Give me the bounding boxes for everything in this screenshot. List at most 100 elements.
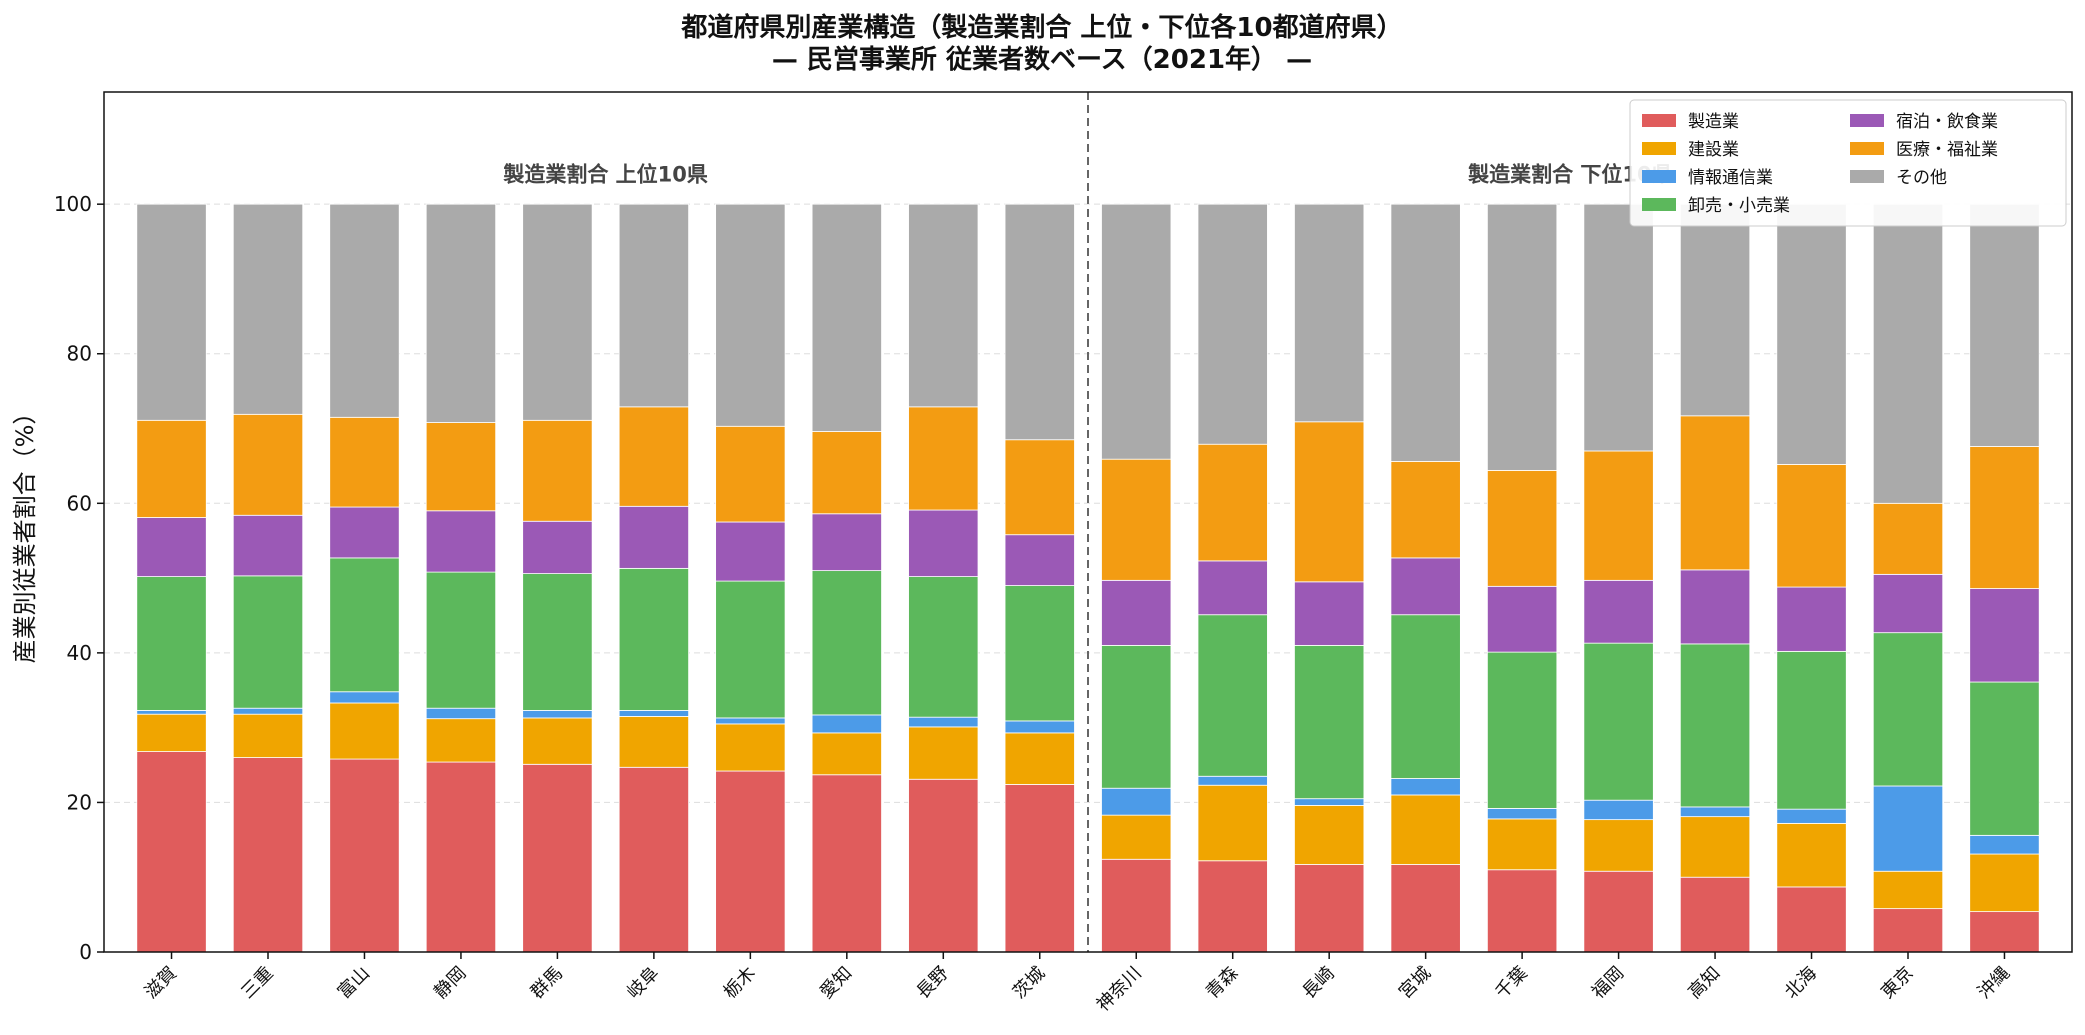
- x-tick-label: 岐阜: [623, 963, 663, 1003]
- bar-segment: [232, 203, 304, 415]
- bar-segment: [1872, 632, 1944, 787]
- bar-segment: [1390, 794, 1461, 865]
- bar-segment: [1294, 644, 1365, 800]
- x-tick-label: 福岡: [1588, 963, 1628, 1003]
- bar-segment: [1872, 203, 1944, 504]
- bar-segment: [715, 770, 786, 953]
- bar-segment: [136, 751, 207, 953]
- x-tick-label: 茨城: [1009, 963, 1049, 1003]
- bar-segment: [1969, 203, 2040, 447]
- legend-swatch: [1642, 142, 1676, 155]
- bar-segment: [425, 571, 497, 709]
- bar-segment: [522, 763, 593, 953]
- bar-segment: [1776, 464, 1847, 588]
- bar-segment: [1969, 588, 2040, 683]
- bar-segment: [232, 413, 304, 516]
- bar-segment: [1776, 586, 1847, 652]
- bar-segment: [329, 702, 400, 760]
- bar-segment: [1486, 808, 1558, 820]
- bar-segment: [1004, 534, 1075, 586]
- group-annotation-top: 製造業割合 上位10県: [502, 163, 708, 187]
- x-tick-label: 栃木: [720, 963, 760, 1003]
- bar-segment: [1486, 818, 1558, 871]
- bar-segment: [425, 761, 497, 953]
- bar-segment: [522, 573, 593, 711]
- bar-segment: [1679, 203, 1751, 417]
- bar-segment: [1486, 469, 1558, 587]
- x-tick-label: 宮城: [1395, 963, 1435, 1003]
- bar-segment: [1294, 798, 1365, 806]
- bar-segment: [1390, 614, 1461, 779]
- bar-segment: [1679, 876, 1751, 953]
- bar-segment: [1101, 644, 1172, 789]
- bar-segment: [232, 707, 304, 715]
- legend-swatch: [1642, 114, 1676, 127]
- bar-segment: [1969, 911, 2040, 953]
- bar-segment: [1294, 203, 1365, 423]
- bar-segment: [1294, 581, 1365, 646]
- bar-segment: [908, 203, 979, 408]
- bar-segment: [1872, 573, 1944, 634]
- bar-segment: [1197, 203, 1268, 445]
- bar-segment: [522, 203, 593, 421]
- bar-segment: [1679, 816, 1751, 878]
- bar-segment: [232, 514, 304, 577]
- bar-segment: [425, 510, 497, 573]
- bar-segment: [232, 757, 304, 953]
- bar-segment: [329, 203, 400, 418]
- bar-segment: [329, 557, 400, 693]
- bar-segment: [1872, 785, 1944, 872]
- bar-segment: [811, 570, 882, 716]
- bar-segment: [1969, 834, 2040, 855]
- bar-segment: [1101, 203, 1172, 460]
- bar-segment: [1101, 814, 1172, 860]
- bar-segment: [329, 691, 400, 704]
- bar-segment: [1004, 585, 1075, 722]
- bar-segment: [1101, 458, 1172, 581]
- bar-segment: [618, 567, 690, 711]
- y-tick-label: 0: [79, 940, 92, 964]
- bar-segment: [1004, 784, 1075, 953]
- x-tick-label: 長崎: [1298, 963, 1338, 1003]
- legend-box: [1629, 99, 2067, 227]
- x-tick-label: 千葉: [1491, 963, 1531, 1003]
- bar-segment: [1583, 450, 1654, 581]
- x-tick-label: 高知: [1684, 963, 1724, 1003]
- bar-segment: [522, 520, 593, 575]
- x-tick-label: 長野: [913, 963, 953, 1003]
- bar-segment: [1486, 651, 1558, 809]
- bar-segment: [1679, 806, 1751, 818]
- bar-segment: [1872, 502, 1944, 575]
- legend-swatch: [1850, 114, 1884, 127]
- x-tick-label: 神奈川: [1093, 963, 1146, 1016]
- bar-segment: [1101, 787, 1172, 816]
- bar-segment: [1197, 784, 1268, 862]
- bar-segment: [232, 713, 304, 758]
- x-tick-label: 静岡: [430, 963, 470, 1003]
- y-tick-label: 60: [67, 491, 92, 515]
- bar-segment: [1583, 819, 1654, 872]
- x-tick-label: 愛知: [816, 963, 856, 1003]
- bar-segment: [715, 203, 786, 427]
- legend-entry: 医療・福祉業: [1896, 140, 1998, 160]
- bar-segment: [715, 723, 786, 772]
- bar-segment: [811, 513, 882, 572]
- bar-segment: [1872, 908, 1944, 953]
- legend-entry: 卸売・小売業: [1688, 196, 1790, 216]
- bar-segment: [618, 766, 690, 953]
- x-tick-label: 滋賀: [141, 963, 181, 1003]
- bar-segment: [908, 576, 979, 718]
- bar-segment: [1390, 203, 1461, 462]
- x-tick-label: 三重: [237, 963, 277, 1003]
- bar-segment: [1486, 585, 1558, 653]
- bar-segment: [1294, 864, 1365, 953]
- bar-segment: [1776, 822, 1847, 888]
- bar-segment: [136, 419, 207, 518]
- bar-segment: [1583, 870, 1654, 953]
- bar-segment: [1969, 681, 2040, 836]
- bar-segment: [329, 416, 400, 508]
- bar-segment: [618, 406, 690, 507]
- bar-segment: [1969, 853, 2040, 913]
- bar-segment: [1390, 461, 1461, 559]
- bar-segment: [1004, 732, 1075, 785]
